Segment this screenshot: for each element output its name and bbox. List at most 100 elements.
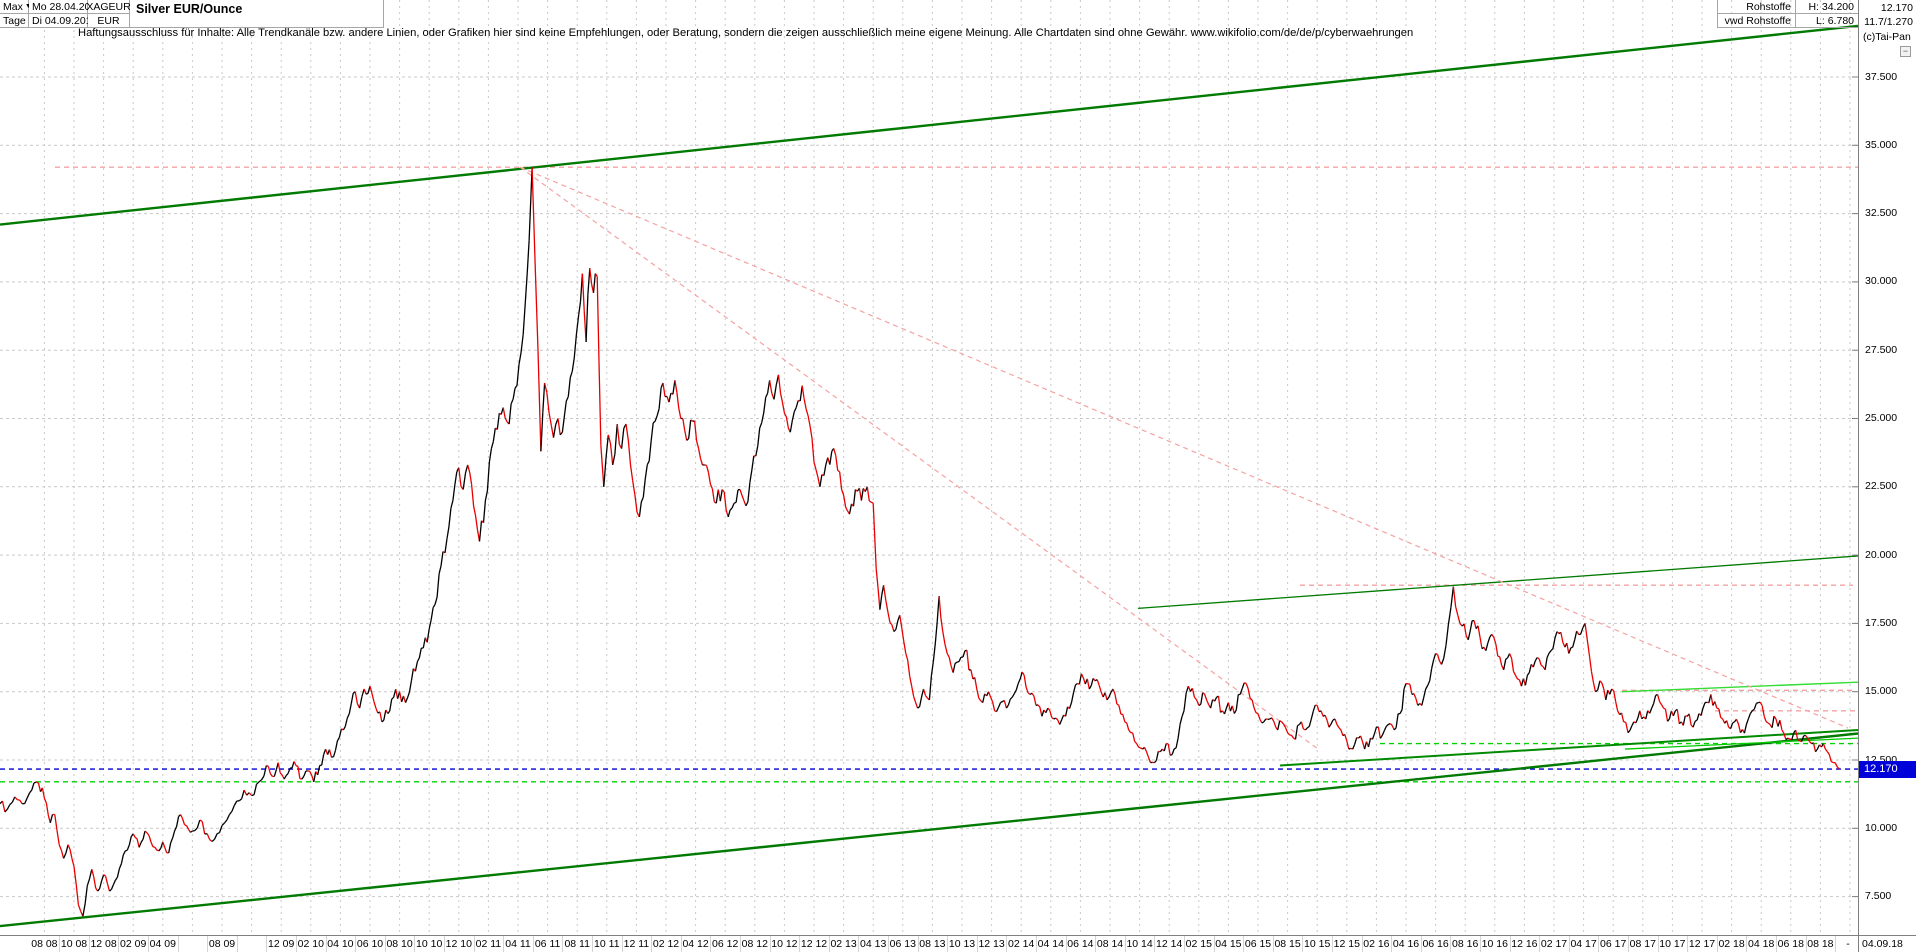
x-axis-label: 08 16 [1452,938,1479,950]
x-axis-label: 06 16 [1422,938,1449,950]
price-line-segment [773,384,777,400]
price-line-segment [1263,718,1267,723]
price-line-segment [49,814,54,823]
x-axis-separator [296,936,297,952]
price-line-segment [148,835,152,843]
price-line-segment [1568,647,1572,654]
price-line-segment [1326,720,1330,728]
price-line-segment [122,850,126,856]
price-line-segment [1108,692,1112,698]
price-line-segment [1167,743,1171,756]
price-line-segment [524,272,528,302]
x-axis-separator [148,936,149,952]
price-line-segment [1223,707,1228,715]
price-line-segment [1245,683,1249,689]
price-line-segment [184,824,187,827]
y-axis-label: 7.500 [1865,890,1892,903]
price-line-segment [1336,724,1340,728]
price-line-segment [1399,709,1403,714]
x-axis-label: 12 13 [978,938,1005,950]
price-line-segment [4,808,8,813]
x-axis-label: 10 14 [1126,938,1153,950]
x-axis-separator [384,936,386,952]
price-line-segment [768,380,773,394]
price-line-segment [1138,746,1141,749]
price-line-segment [1491,633,1495,638]
price-line-segment [26,792,31,799]
price-line-segment [168,842,172,854]
price-line-segment [269,773,273,777]
price-line-segment [464,464,469,474]
price-line-segment [1421,697,1425,706]
price-line-segment [1241,682,1245,689]
price-line-segment [1403,683,1407,690]
price-line-segment [158,847,162,852]
range-dropdown[interactable]: Max ▼ [0,0,32,14]
price-line-segment [1423,688,1427,698]
period-dropdown[interactable]: Tage ▼ [0,14,35,28]
x-axis-separator [1391,936,1393,952]
price-line-segment [1544,657,1548,670]
price-line-segment [1716,707,1720,710]
price-line-segment [103,874,106,877]
price-line-segment [690,419,693,422]
price-line-segment [406,691,411,699]
price-line-segment [251,794,255,797]
price-line-segment [1328,723,1332,728]
price-line-segment [263,765,268,777]
price-line-segment [1070,692,1075,703]
price-line-segment [891,624,895,632]
price-line-segment [1467,631,1471,640]
price-line-segment [546,392,550,414]
price-line-segment [1051,717,1055,720]
price-line-segment [1700,707,1704,716]
price-line-segment [1235,694,1239,710]
price-line-segment [1495,643,1499,657]
price-line-segment [1003,700,1008,709]
price-line-segment [1310,711,1314,720]
price-line-segment [928,675,933,700]
price-line-segment [1344,734,1348,742]
price-line-segment [1227,702,1232,712]
price-line-segment [1195,699,1200,706]
price-line-segment [418,647,422,659]
price-line-segment [920,688,925,698]
price-line-segment [410,668,415,681]
price-line-segment [956,660,960,663]
price-line-segment [930,661,935,676]
price-line-segment [1177,724,1181,739]
price-line-segment [1320,710,1324,717]
minimize-icon[interactable]: − [1900,46,1911,57]
price-line-segment [889,622,893,626]
price-line-segment [587,268,591,295]
price-line-segment [552,424,557,438]
price-line-segment [279,772,283,776]
price-line-segment [518,352,522,365]
x-axis-separator [1243,936,1245,952]
price-line-segment [1169,753,1173,756]
price-line-segment [41,787,46,799]
x-axis-separator [473,936,475,952]
price-line-segment [1816,744,1820,750]
x-axis-separator [1420,936,1422,952]
x-axis-label: 08 09 [208,938,236,950]
price-line-segment [652,420,656,424]
price-line-segment [24,797,28,804]
price-line-segment [29,789,33,794]
price-line-segment [1572,639,1576,648]
price-line-segment [1676,709,1680,724]
price-line-segment [514,385,518,389]
price-line-segment [373,701,377,709]
price-line-segment [650,422,654,441]
symbol-cell: XAGEUR [86,0,131,14]
price-line-segment [180,814,184,819]
x-axis-label: 10 10 [416,938,443,950]
price-line-segment [852,489,857,507]
price-line-segment [1145,751,1150,758]
x-axis-label: 08 12 [741,938,768,950]
secondary-price-value: 11.7/1.270 [1864,16,1913,28]
price-line-segment [1163,743,1167,752]
x-axis-separator [414,936,416,952]
x-axis-label: 06 17 [1600,938,1627,950]
